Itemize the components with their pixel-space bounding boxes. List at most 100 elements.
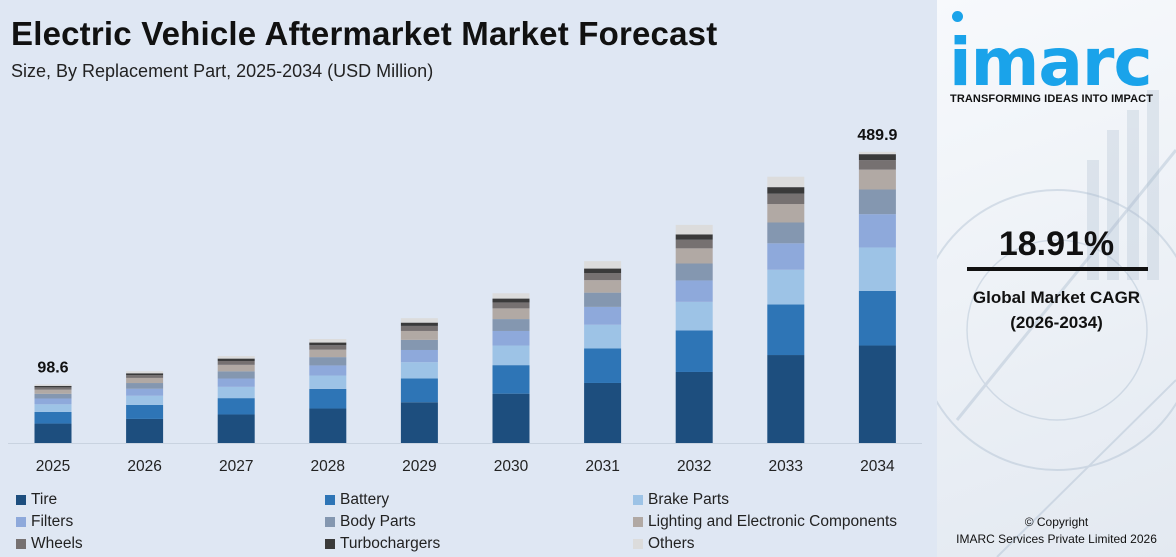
- copyright-notice: © Copyright IMARC Services Private Limit…: [937, 514, 1176, 548]
- bar-segment-tire-2028: [309, 408, 347, 443]
- bar-segment-turbochargers-2029: [400, 322, 438, 326]
- bar-segment-brake-parts-2033: [767, 269, 805, 305]
- bar-segment-turbochargers-2026: [126, 373, 164, 376]
- bar-segment-others-2027: [217, 356, 255, 359]
- x-tick-label-2033: 2033: [769, 458, 803, 475]
- legend-item-wheels: Wheels: [16, 535, 83, 553]
- bar-segment-battery-2031: [584, 348, 622, 383]
- bar-segment-body-parts-2034: [858, 189, 896, 215]
- bar-segment-filters-2031: [584, 306, 622, 325]
- legend-swatch: [16, 495, 26, 505]
- cagr-label: Global Market CAGR (2026-2034): [937, 285, 1176, 335]
- legend-swatch: [325, 539, 335, 549]
- x-tick-label-2027: 2027: [219, 458, 253, 475]
- bar-segment-others-2032: [675, 224, 713, 235]
- bar-segment-brake-parts-2026: [126, 395, 164, 405]
- bar-segment-body-parts-2027: [217, 371, 255, 379]
- bar-segment-tire-2031: [584, 382, 622, 443]
- legend-swatch: [16, 539, 26, 549]
- bar-segment-lighting-and-electronic-components-2025: [34, 389, 72, 394]
- bar-segment-filters-2026: [126, 388, 164, 396]
- legend-swatch: [633, 539, 643, 549]
- bar-segment-body-parts-2033: [767, 222, 805, 244]
- logo-text: imarc: [949, 24, 1153, 101]
- bar-segment-lighting-and-electronic-components-2028: [309, 349, 347, 358]
- legend-label: Brake Parts: [648, 491, 729, 508]
- total-label-2034: 489.9: [857, 127, 897, 144]
- bar-segment-filters-2032: [675, 280, 713, 302]
- chart-subtitle: Size, By Replacement Part, 2025-2034 (US…: [11, 61, 434, 81]
- bar-segment-battery-2030: [492, 365, 530, 394]
- legend-swatch: [325, 495, 335, 505]
- bar-segment-turbochargers-2032: [675, 234, 713, 240]
- copyright-line1: © Copyright: [1024, 515, 1089, 529]
- bar-segment-body-parts-2030: [492, 319, 530, 331]
- bar-segment-tire-2026: [126, 418, 164, 443]
- bar-segment-tire-2029: [400, 402, 438, 443]
- stacked-bar-chart: 2025 98.6 2026 2027 2028 2029 2030 2031 2032 2033…: [8, 127, 922, 475]
- bar-segment-battery-2025: [34, 411, 72, 424]
- bar-segment-tire-2025: [34, 423, 72, 443]
- bar-segment-filters-2030: [492, 330, 530, 346]
- bar-segment-lighting-and-electronic-components-2031: [584, 280, 622, 293]
- legend-label: Lighting and Electronic Components: [648, 513, 898, 530]
- bar-segment-battery-2028: [309, 388, 347, 409]
- bar-segment-wheels-2027: [217, 360, 255, 365]
- bar-segment-wheels-2026: [126, 375, 164, 378]
- bar-segment-turbochargers-2033: [767, 187, 805, 194]
- bar-segment-turbochargers-2027: [217, 358, 255, 361]
- x-tick-label-2030: 2030: [494, 458, 529, 475]
- bar-segment-others-2026: [126, 371, 164, 374]
- bar-segment-body-parts-2029: [400, 339, 438, 350]
- legend-item-battery: Battery: [325, 491, 389, 509]
- bar-segment-filters-2028: [309, 365, 347, 376]
- imarc-logo: imarc: [949, 10, 1174, 110]
- x-tick-label-2029: 2029: [402, 458, 436, 475]
- bar-segment-tire-2033: [767, 355, 805, 443]
- legend-label: Wheels: [31, 535, 83, 552]
- legend-item-lighting-and-electronic-components: Lighting and Electronic Components: [633, 513, 897, 531]
- bar-segment-lighting-and-electronic-components-2029: [400, 330, 438, 340]
- bar-segment-brake-parts-2032: [675, 301, 713, 331]
- legend-swatch: [325, 517, 335, 527]
- legend-label: Body Parts: [340, 513, 416, 530]
- total-label-2025: 98.6: [37, 359, 68, 376]
- bar-segment-body-parts-2025: [34, 393, 72, 399]
- copyright-line2: IMARC Services Private Limited 2026: [956, 532, 1157, 546]
- bar-segment-battery-2033: [767, 304, 805, 356]
- bar-segment-filters-2025: [34, 398, 72, 405]
- bar-segment-others-2029: [400, 318, 438, 323]
- bar-segment-tire-2032: [675, 371, 713, 443]
- cagr-label-line1: Global Market CAGR: [972, 288, 1141, 307]
- logo-dot-icon: [952, 11, 963, 22]
- bar-segment-brake-parts-2029: [400, 362, 438, 379]
- legend-item-others: Others: [633, 535, 695, 553]
- bar-segment-battery-2027: [217, 398, 255, 415]
- chart-panel: Electric Vehicle Aftermarket Market Fore…: [0, 0, 937, 557]
- legend-swatch: [633, 495, 643, 505]
- bar-segment-lighting-and-electronic-components-2034: [858, 169, 896, 190]
- bar-segment-filters-2027: [217, 378, 255, 387]
- legend-label: Turbochargers: [340, 535, 441, 552]
- bar-segment-wheels-2032: [675, 239, 713, 249]
- bar-segment-others-2030: [492, 293, 530, 299]
- x-tick-label-2031: 2031: [585, 458, 619, 475]
- bar-segment-others-2028: [309, 338, 347, 343]
- bar-segment-brake-parts-2034: [858, 247, 896, 291]
- bar-segment-lighting-and-electronic-components-2027: [217, 364, 255, 372]
- x-tick-label-2034: 2034: [860, 458, 895, 475]
- legend-label: Filters: [31, 513, 74, 530]
- x-tick-label-2025: 2025: [36, 458, 70, 475]
- legend-item-body-parts: Body Parts: [325, 513, 416, 531]
- bar-segment-wheels-2031: [584, 273, 622, 281]
- bar-segment-others-2034: [858, 151, 896, 155]
- bar-segment-filters-2034: [858, 214, 896, 248]
- bar-segment-turbochargers-2025: [34, 385, 72, 388]
- bar-segment-turbochargers-2034: [858, 154, 896, 161]
- bar-segment-turbochargers-2030: [492, 298, 530, 303]
- legend-swatch: [16, 517, 26, 527]
- bar-segment-lighting-and-electronic-components-2026: [126, 377, 164, 384]
- background-decoration: [937, 90, 1176, 557]
- brand-panel: imarc TRANSFORMING IDEAS INTO IMPACT 18.…: [937, 0, 1176, 557]
- bar-segment-lighting-and-electronic-components-2032: [675, 248, 713, 264]
